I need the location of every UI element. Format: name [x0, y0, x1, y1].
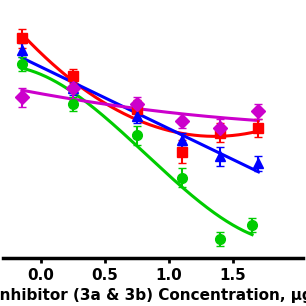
X-axis label: Inhibitor (3a & 3b) Concentration, μg: Inhibitor (3a & 3b) Concentration, μg [0, 288, 306, 303]
